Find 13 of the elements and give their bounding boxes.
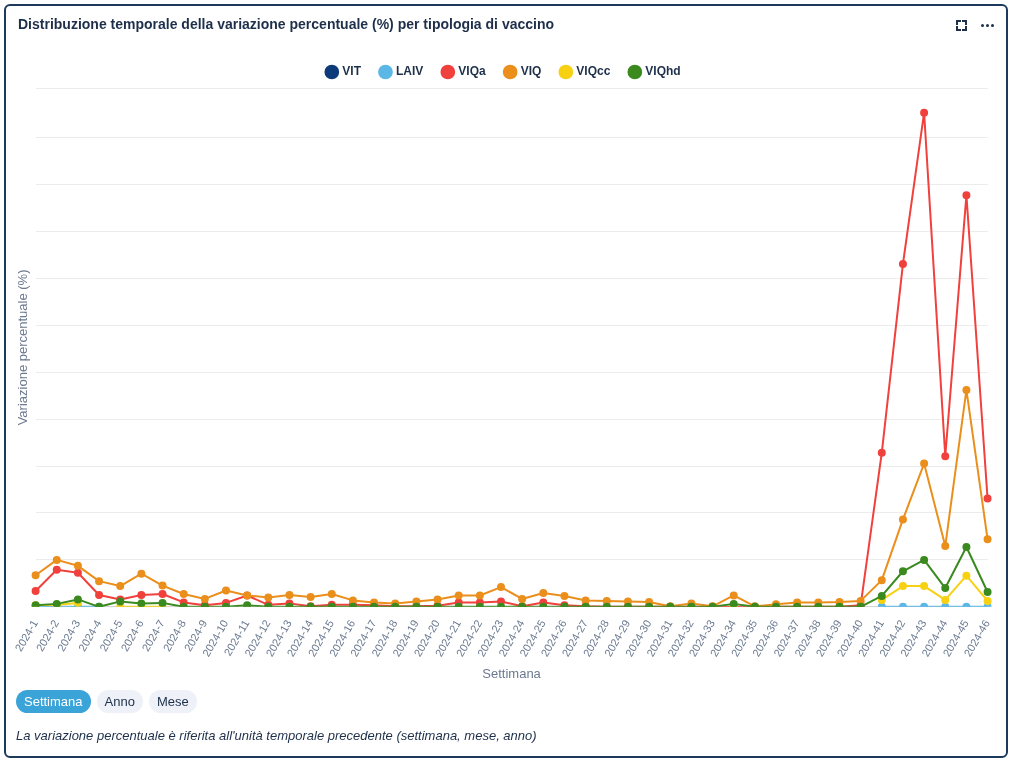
- legend-label: VIT: [342, 64, 362, 79]
- legend-label: VIQcc: [576, 64, 611, 79]
- text: Anno: [96, 690, 143, 713]
- chart-title: Distribuzione temporale della variazione percentuale (%) per tipologia di vaccino: [18, 16, 555, 32]
- x-axis-title: Settimana: [482, 665, 542, 681]
- text: La variazione percentuale è riferita all'unità temporale precedente (settimana, mese, anno): [16, 728, 537, 743]
- legend-label: VIQ: [520, 64, 542, 79]
- legend-label: VIQa: [458, 64, 486, 79]
- legend-label: LAIV: [395, 64, 424, 79]
- text: Settimana: [16, 690, 91, 713]
- text: Mese: [148, 690, 197, 713]
- legend-label: VIQhd: [645, 64, 681, 79]
- y-axis-title: Variazione percentuale (%): [15, 269, 31, 426]
